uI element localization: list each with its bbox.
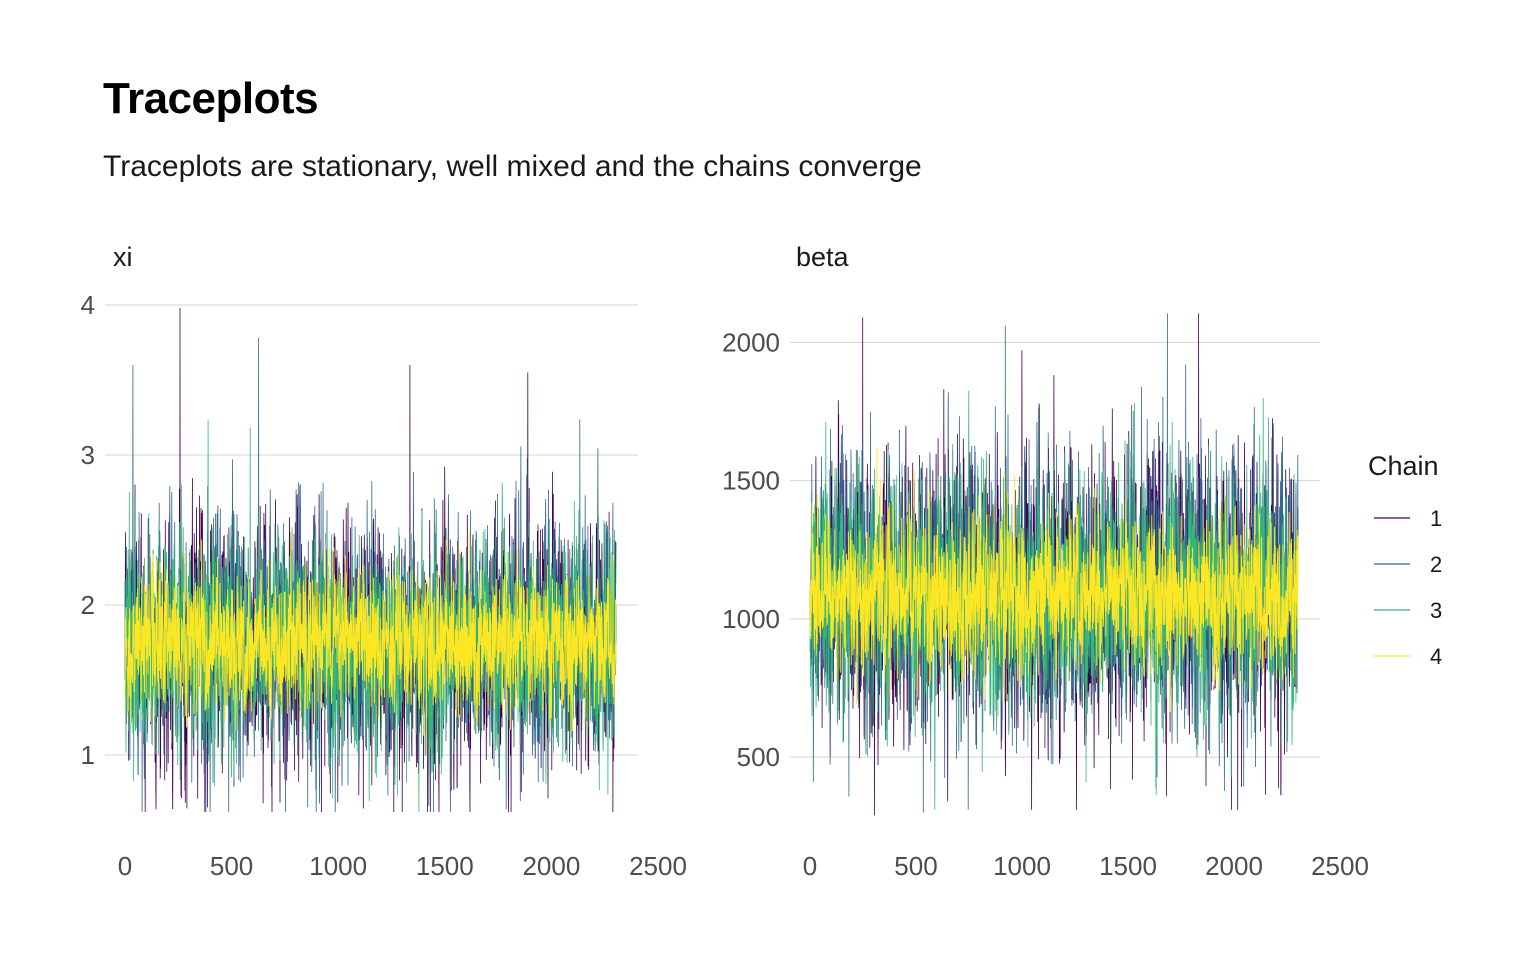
- x-tick-label: 2500: [629, 851, 687, 881]
- legend-label-chain-2: 2: [1430, 552, 1442, 577]
- facet-label-xi: xi: [113, 242, 133, 272]
- y-tick-label: 4: [81, 290, 95, 320]
- y-tick-label: 2000: [722, 327, 780, 357]
- trace-beta-chain-4: [809, 447, 1299, 712]
- legend-title: Chain: [1368, 451, 1439, 481]
- x-tick-label: 2000: [522, 851, 580, 881]
- facet-label-beta: beta: [796, 242, 850, 272]
- x-tick-label: 0: [118, 851, 132, 881]
- x-tick-label: 2000: [1205, 851, 1263, 881]
- x-tick-label: 1500: [416, 851, 474, 881]
- y-tick-label: 1: [81, 740, 95, 770]
- x-tick-label: 1000: [309, 851, 367, 881]
- trace-xi-chain-4: [124, 530, 617, 756]
- x-tick-label: 500: [894, 851, 937, 881]
- y-tick-label: 500: [737, 742, 780, 772]
- legend-label-chain-1: 1: [1430, 506, 1442, 531]
- y-tick-label: 2: [81, 590, 95, 620]
- chart-title: Traceplots: [103, 74, 319, 123]
- legend: Chain 1 2 3 4: [1368, 451, 1442, 669]
- legend-label-chain-4: 4: [1430, 644, 1442, 669]
- y-tick-label: 3: [81, 440, 95, 470]
- x-tick-label: 2500: [1311, 851, 1369, 881]
- x-tick-label: 1000: [993, 851, 1051, 881]
- y-tick-label: 1000: [722, 604, 780, 634]
- legend-label-chain-3: 3: [1430, 598, 1442, 623]
- x-tick-label: 0: [803, 851, 817, 881]
- y-tick-label: 1500: [722, 466, 780, 496]
- panel-xi: xi 1 2 3 4 0 500 1000 1500 2000 2500: [81, 242, 687, 881]
- x-tick-label: 500: [210, 851, 253, 881]
- x-tick-label: 1500: [1099, 851, 1157, 881]
- panel-beta: beta 500 1000 1500 2000 0 500 1000 1500 2000 2500: [722, 242, 1369, 881]
- chart-subtitle: Traceplots are stationary, well mixed an…: [103, 150, 922, 183]
